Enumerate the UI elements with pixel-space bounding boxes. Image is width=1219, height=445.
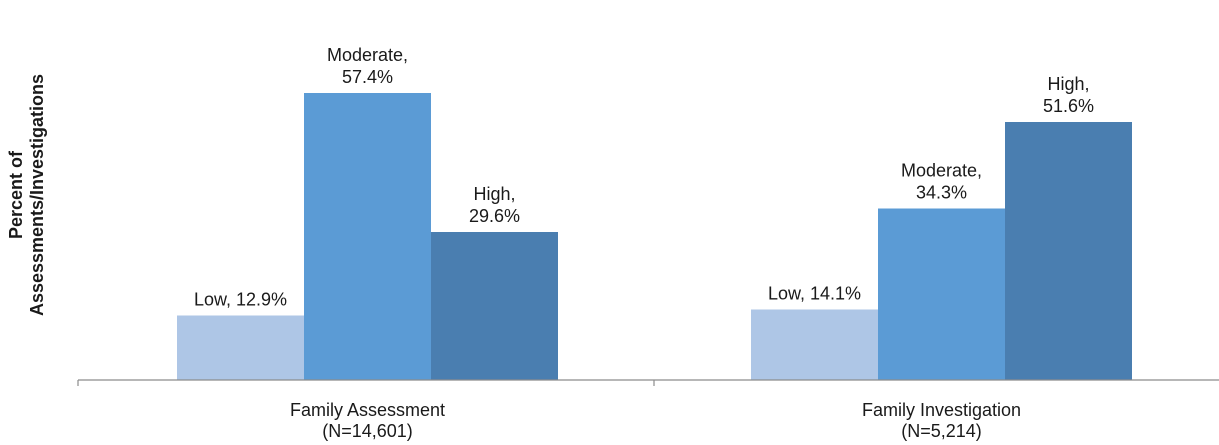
data-label-moderate: Moderate, 57.4%	[327, 45, 408, 87]
y-axis-title: Percent ofAssessments/Investigations	[6, 74, 47, 316]
data-label-moderate: Moderate, 34.3%	[901, 161, 982, 203]
x-tick-label-line: (N=5,214)	[901, 421, 982, 441]
data-label-line: High,	[473, 184, 515, 204]
data-label-low: Low, 14.1%	[768, 284, 861, 304]
bar-moderate	[878, 208, 1005, 380]
data-label-line: 57.4%	[342, 67, 393, 87]
y-axis-title-line: Percent of	[6, 150, 26, 239]
data-label-line: Low, 14.1%	[768, 284, 861, 304]
x-tick-label: Family Investigation (N=5,214)	[862, 400, 1021, 441]
x-axis	[77, 379, 1219, 386]
bar-moderate	[304, 93, 431, 380]
data-label-line: 51.6%	[1043, 96, 1094, 116]
data-label-line: Moderate,	[327, 45, 408, 65]
data-label-high: High, 29.6%	[469, 184, 520, 226]
bar-high	[1005, 122, 1132, 380]
bar-high	[431, 232, 558, 380]
data-label-line: 29.6%	[469, 206, 520, 226]
x-tick-label-line: Family Investigation	[862, 400, 1021, 420]
data-label-high: High, 51.6%	[1043, 74, 1094, 116]
bars	[177, 93, 1132, 380]
x-tick-labels: Family Assessment (N=14,601) Family Invest…	[290, 400, 1021, 441]
data-label-line: 34.3%	[916, 183, 967, 203]
data-label-line: Moderate,	[901, 161, 982, 181]
x-tick-label-line: Family Assessment	[290, 400, 445, 420]
data-labels: Low, 12.9%Moderate, 57.4%High, 29.6%Low, 1…	[194, 45, 1094, 310]
x-tick-label-line: (N=14,601)	[322, 421, 413, 441]
bar-low	[177, 315, 304, 380]
data-label-line: Low, 12.9%	[194, 290, 287, 310]
y-axis-label: Percent ofAssessments/Investigations	[6, 74, 47, 316]
bar-low	[751, 309, 878, 380]
y-axis-title-line: Assessments/Investigations	[27, 74, 47, 316]
data-label-line: High,	[1047, 74, 1089, 94]
data-label-low: Low, 12.9%	[194, 290, 287, 310]
x-tick-label: Family Assessment (N=14,601)	[290, 400, 445, 441]
